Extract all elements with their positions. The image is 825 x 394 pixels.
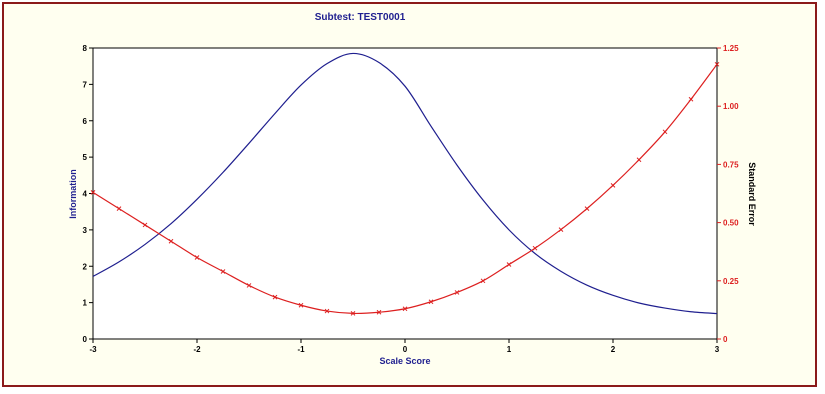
standard-error-marker	[376, 309, 382, 315]
left-y-tick-label: 2	[83, 262, 88, 271]
standard-error-marker	[506, 262, 512, 267]
standard-error-marker	[714, 61, 720, 67]
chart-title: Subtest: TEST0001	[315, 12, 406, 23]
right-y-tick-label: 0	[723, 335, 728, 344]
chart-frame: Subtest: TEST0001 -3 -2 -1 0 1 2 3 0 1 2 3 4 5 6 7 8 0…	[2, 2, 817, 387]
left-y-tick-label: 5	[83, 153, 88, 162]
right-y-axis-label: Standard Error	[747, 162, 757, 226]
standard-error-marker	[220, 269, 226, 274]
right-y-tick-label: 0.50	[723, 219, 739, 228]
standard-error-marker	[532, 245, 538, 251]
standard-error-marker	[298, 302, 304, 308]
left-y-tick-label: 3	[83, 226, 88, 235]
left-y-tick-label: 6	[83, 117, 88, 126]
left-y-tick-label: 8	[83, 44, 88, 53]
standard-error-marker	[636, 157, 642, 163]
standard-error-marker	[142, 222, 148, 228]
right-y-tick-label: 0.25	[723, 277, 739, 286]
right-y-tick-label: 0.75	[723, 160, 739, 169]
x-axis-ticks: -3 -2 -1 0 1 2 3	[89, 339, 720, 354]
standard-error-marker	[324, 308, 330, 314]
standard-error-marker	[454, 290, 460, 295]
standard-error-marker	[246, 283, 252, 288]
standard-error-marker	[584, 206, 590, 211]
x-tick-label: -2	[193, 345, 201, 354]
standard-error-marker	[350, 311, 356, 316]
left-y-axis-label: Information	[68, 169, 78, 219]
x-tick-label: 3	[715, 345, 720, 354]
x-tick-label: -1	[297, 345, 305, 354]
plot-area	[92, 47, 718, 340]
left-y-tick-label: 0	[83, 335, 88, 344]
left-y-tick-label: 7	[83, 80, 88, 89]
right-y-axis-ticks: 0 0.25 0.50 0.75 1.00 1.25	[717, 44, 739, 344]
right-y-tick-label: 1.00	[723, 102, 739, 111]
x-tick-label: 2	[611, 345, 616, 354]
standard-error-marker	[402, 306, 408, 312]
standard-error-marker	[272, 294, 278, 300]
series-layer	[90, 52, 720, 316]
left-y-tick-label: 1	[83, 299, 88, 308]
standard-error-marker	[90, 189, 96, 195]
right-y-tick-label: 1.25	[723, 44, 739, 53]
standard-error-marker	[428, 299, 434, 305]
x-tick-label: -3	[89, 345, 97, 354]
standard-error-marker	[480, 278, 486, 284]
information-line	[92, 52, 718, 315]
standard-error-marker	[662, 129, 668, 135]
x-tick-label: 0	[403, 345, 408, 354]
standard-error-marker	[610, 182, 616, 188]
x-tick-label: 1	[507, 345, 512, 354]
standard-error-marker	[194, 255, 200, 260]
standard-error-marker	[116, 206, 122, 211]
standard-error-marker	[688, 96, 694, 102]
left-y-axis-ticks: 0 1 2 3 4 5 6 7 8	[83, 44, 93, 344]
x-axis-label: Scale Score	[379, 356, 430, 366]
standard-error-marker	[558, 227, 564, 232]
left-y-tick-label: 4	[83, 190, 88, 199]
information-chart: Subtest: TEST0001 -3 -2 -1 0 1 2 3 0 1 2 3 4 5 6 7 8 0…	[68, 12, 757, 366]
standard-error-marker	[168, 238, 174, 244]
